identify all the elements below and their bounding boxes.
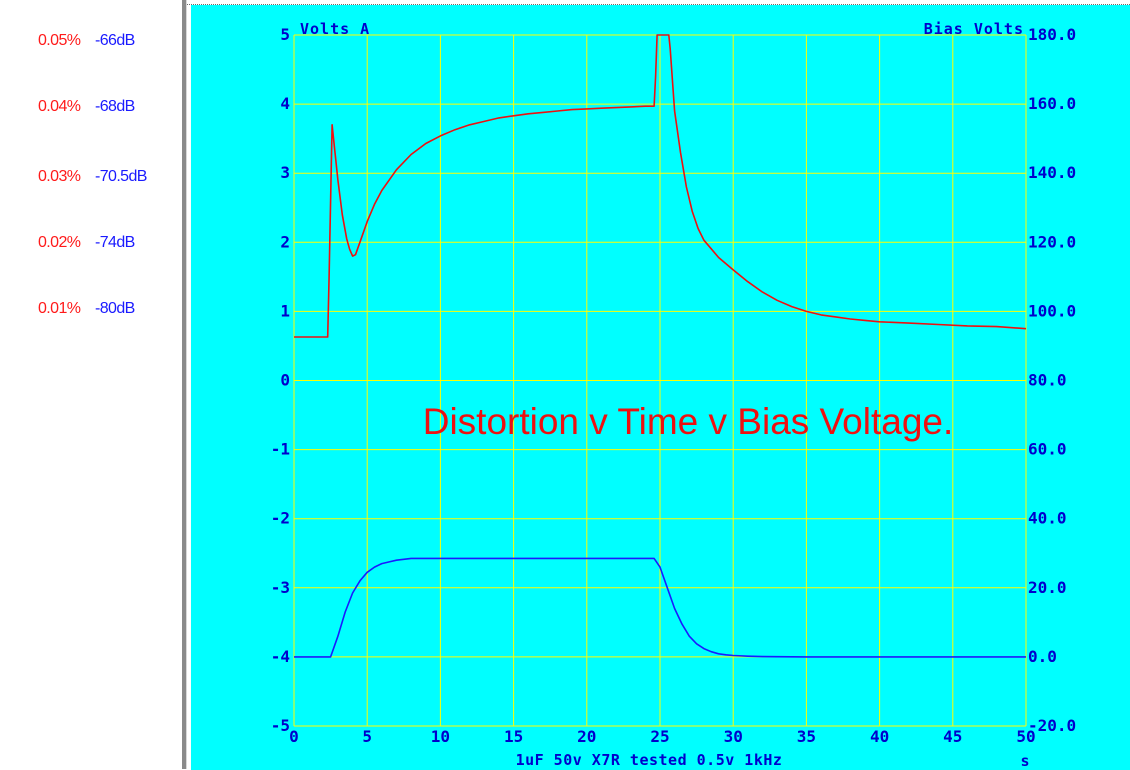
x-tick-label: 0	[289, 727, 299, 746]
chart-title: Distortion v Time v Bias Voltage.	[423, 401, 954, 442]
y-tick-label-left: 0	[280, 371, 290, 390]
legend-db: -74dB	[95, 234, 135, 251]
legend-percent: 0.01%	[38, 300, 81, 317]
y-tick-label-right: 40.0	[1028, 509, 1067, 528]
legend-row: 0.03% -70.5dB	[0, 168, 182, 192]
y-tick-label-left: -1	[271, 440, 290, 459]
x-tick-label: 10	[431, 727, 450, 746]
legend-row: 0.05% -66dB	[0, 32, 182, 56]
legend-percent: 0.04%	[38, 98, 81, 115]
y-axis-label-left: Volts A	[300, 20, 370, 38]
legend-row: 0.02% -74dB	[0, 234, 182, 258]
y-tick-label-right: -20.0	[1028, 716, 1076, 735]
y-tick-label-left: -2	[271, 509, 290, 528]
panel-divider	[182, 0, 187, 769]
y-tick-label-right: 80.0	[1028, 371, 1067, 390]
x-tick-label: 25	[650, 727, 669, 746]
plot-frame: 0 5 10 15 20 25 30 35 40 45 50 5 4 3 2 1 0 -1 -2 -3 -4 -5 180.…	[187, 4, 1130, 770]
bias-voltage-series-line	[294, 557, 1026, 658]
distortion-legend: 0.05% -66dB 0.04% -68dB 0.03% -70.5dB 0.…	[0, 0, 182, 769]
y-tick-label-left: 3	[280, 163, 290, 182]
legend-db: -80dB	[95, 300, 135, 317]
x-tick-label: 5	[362, 727, 372, 746]
x-tick-label: 45	[943, 727, 962, 746]
y-tick-label-left: 1	[280, 301, 290, 320]
legend-db: -68dB	[95, 98, 135, 115]
legend-db: -66dB	[95, 32, 135, 49]
chart: 0 5 10 15 20 25 30 35 40 45 50543210-1-2-3-4-5180.…	[191, 5, 1130, 770]
distortion-series-line	[294, 34, 1027, 338]
x-axis-label: s	[1020, 752, 1029, 770]
y-tick-label-left: -5	[271, 716, 290, 735]
x-tick-label: 40	[870, 727, 889, 746]
y-tick-label-left: -3	[271, 578, 290, 597]
legend-db: -70.5dB	[95, 168, 147, 185]
x-tick-label: 30	[724, 727, 743, 746]
y-tick-label-right: 120.0	[1028, 232, 1076, 251]
legend-row: 0.04% -68dB	[0, 98, 182, 122]
x-tick-label: 15	[504, 727, 523, 746]
y-tick-label-right: 0.0	[1028, 647, 1057, 666]
y-tick-label-left: -4	[271, 647, 290, 666]
legend-percent: 0.05%	[38, 32, 81, 49]
y-axis-label-right: Bias Volts	[924, 20, 1024, 38]
legend-percent: 0.03%	[38, 168, 81, 185]
chart-subtitle: 1uF 50v X7R tested 0.5v 1kHz	[516, 751, 783, 769]
y-tick-label-right: 180.0	[1028, 25, 1076, 44]
legend-row: 0.01% -80dB	[0, 300, 182, 324]
tick-labels: 0 5 10 15 20 25 30 35 40 45 50543210-1-2-3-4-5180.…	[271, 25, 1076, 746]
y-tick-label-right: 60.0	[1028, 440, 1067, 459]
x-tick-label: 35	[797, 727, 816, 746]
x-tick-label: 20	[577, 727, 596, 746]
y-tick-label-right: 160.0	[1028, 94, 1076, 113]
y-tick-label-right: 100.0	[1028, 301, 1076, 320]
legend-percent: 0.02%	[38, 234, 81, 251]
y-tick-label-left: 4	[280, 94, 290, 113]
y-tick-label-left: 5	[280, 25, 290, 44]
y-tick-label-right: 140.0	[1028, 163, 1076, 182]
x-tick-label: 50	[1016, 727, 1035, 746]
y-tick-label-left: 2	[280, 232, 290, 251]
y-tick-label-right: 20.0	[1028, 578, 1067, 597]
series-lines	[294, 34, 1027, 658]
